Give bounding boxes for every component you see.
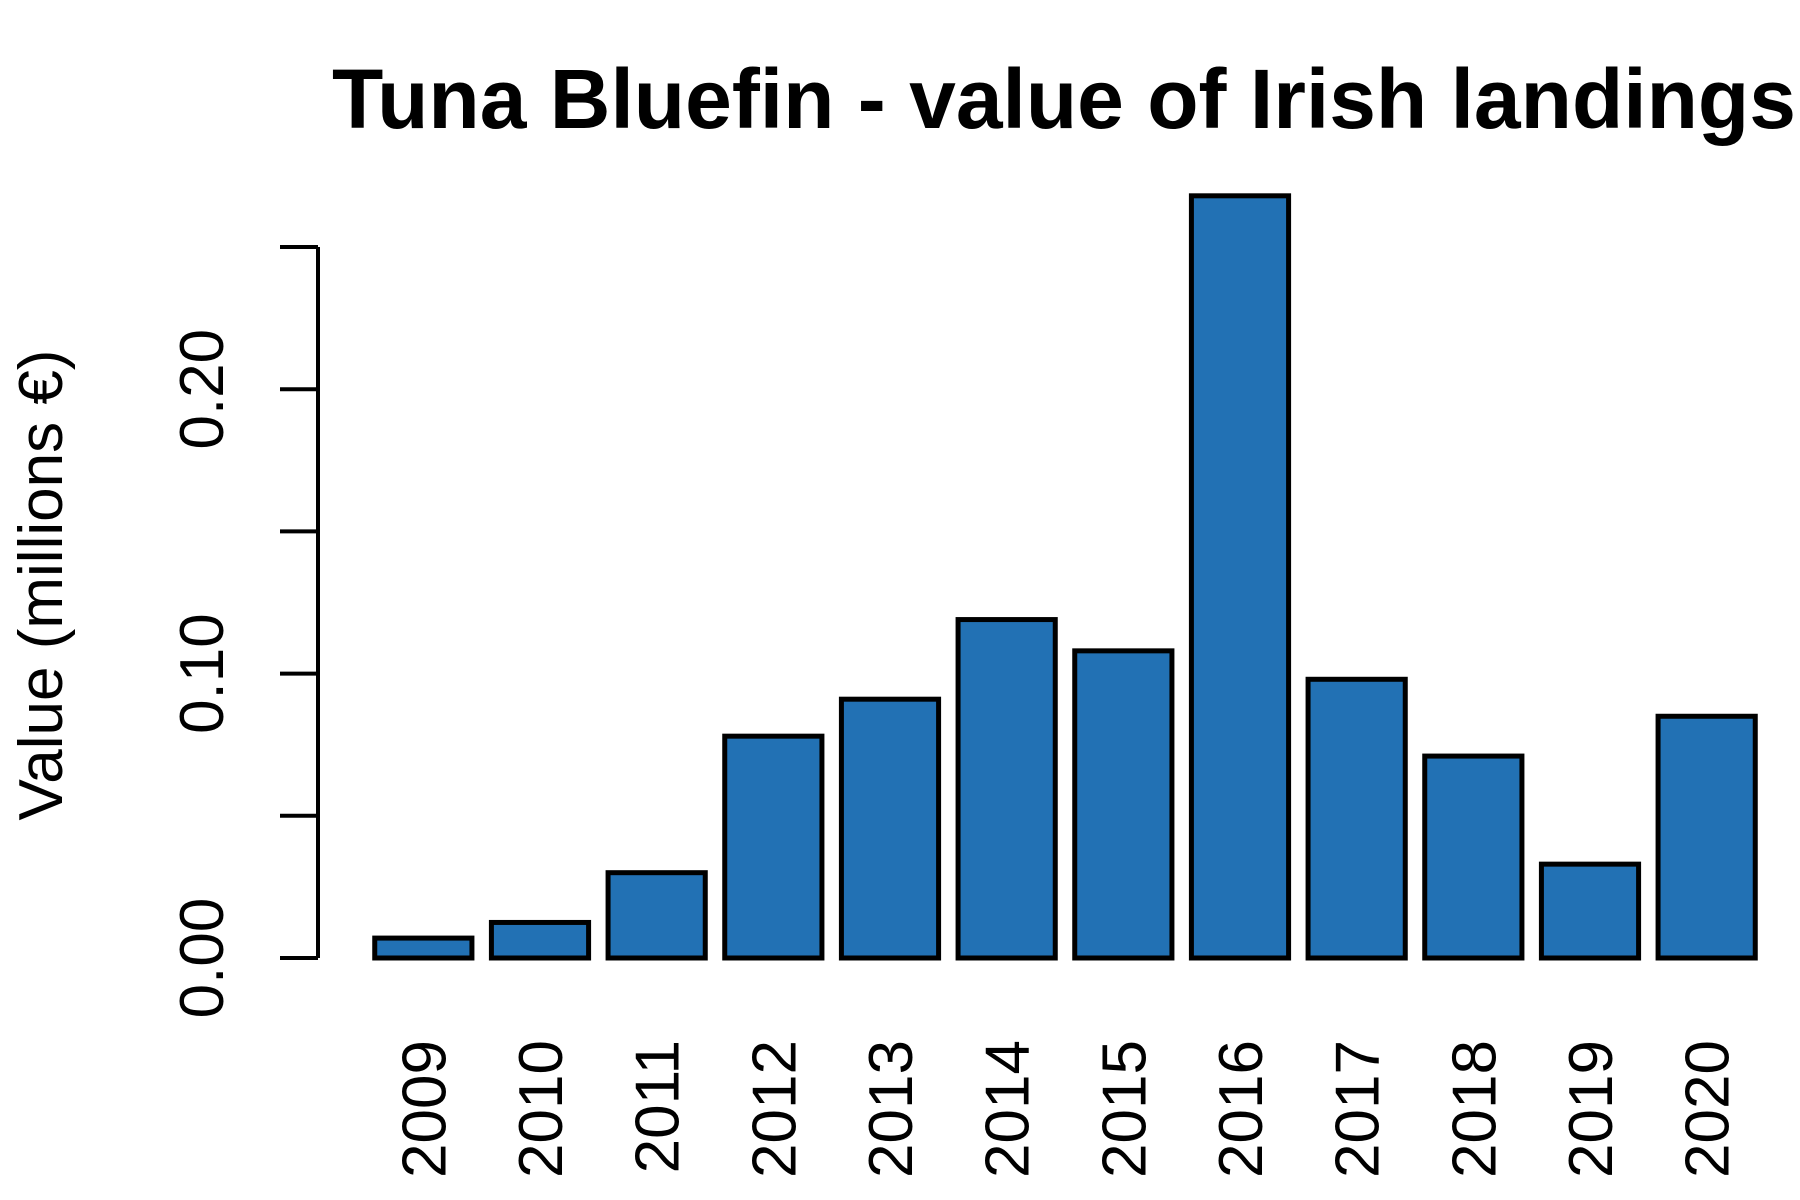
- x-tick-label-2017: 2017: [1324, 1040, 1393, 1178]
- x-tick-label-2019: 2019: [1557, 1040, 1626, 1178]
- bar-2014: [955, 617, 1058, 961]
- x-tick-label-2020: 2020: [1674, 1040, 1743, 1178]
- x-tick-label-2011: 2011: [624, 1040, 693, 1173]
- x-tick-label-2015: 2015: [1090, 1040, 1159, 1178]
- bar-2018: [1422, 753, 1525, 961]
- bar-2011: [605, 870, 708, 961]
- x-tick-label-2009: 2009: [390, 1040, 459, 1178]
- y-axis-label: Value (millions €): [7, 350, 76, 821]
- x-axis-tick-labels: 2009 2010 2011 2012 2013 2014 2015 2016 2017 2018…: [390, 1040, 1742, 1178]
- bar-2010: [488, 919, 592, 961]
- x-tick-label-2014: 2014: [974, 1040, 1043, 1178]
- x-tick-label-2018: 2018: [1440, 1040, 1509, 1178]
- y-axis: 0.00 0.10 0.20: [168, 245, 320, 1019]
- x-tick-label-2010: 2010: [507, 1040, 576, 1178]
- bars-group: [372, 193, 1758, 961]
- x-tick-label-2012: 2012: [740, 1040, 809, 1178]
- bar-2019: [1538, 861, 1642, 961]
- bar-2012: [722, 733, 825, 961]
- bar-2016: [1188, 193, 1292, 961]
- chart-title: Tuna Bluefin - value of Irish landings: [332, 52, 1796, 146]
- bar-2013: [838, 696, 942, 961]
- y-tick-label: 0.10: [168, 613, 237, 734]
- bar-2009: [372, 935, 475, 961]
- bar-2020: [1655, 713, 1758, 961]
- bar-2015: [1072, 648, 1175, 961]
- bar-2017: [1305, 676, 1408, 961]
- y-tick-label: 0.20: [168, 329, 237, 450]
- y-tick-label: 0.00: [168, 898, 237, 1019]
- x-tick-label-2013: 2013: [857, 1040, 926, 1178]
- x-tick-label-2016: 2016: [1207, 1040, 1276, 1178]
